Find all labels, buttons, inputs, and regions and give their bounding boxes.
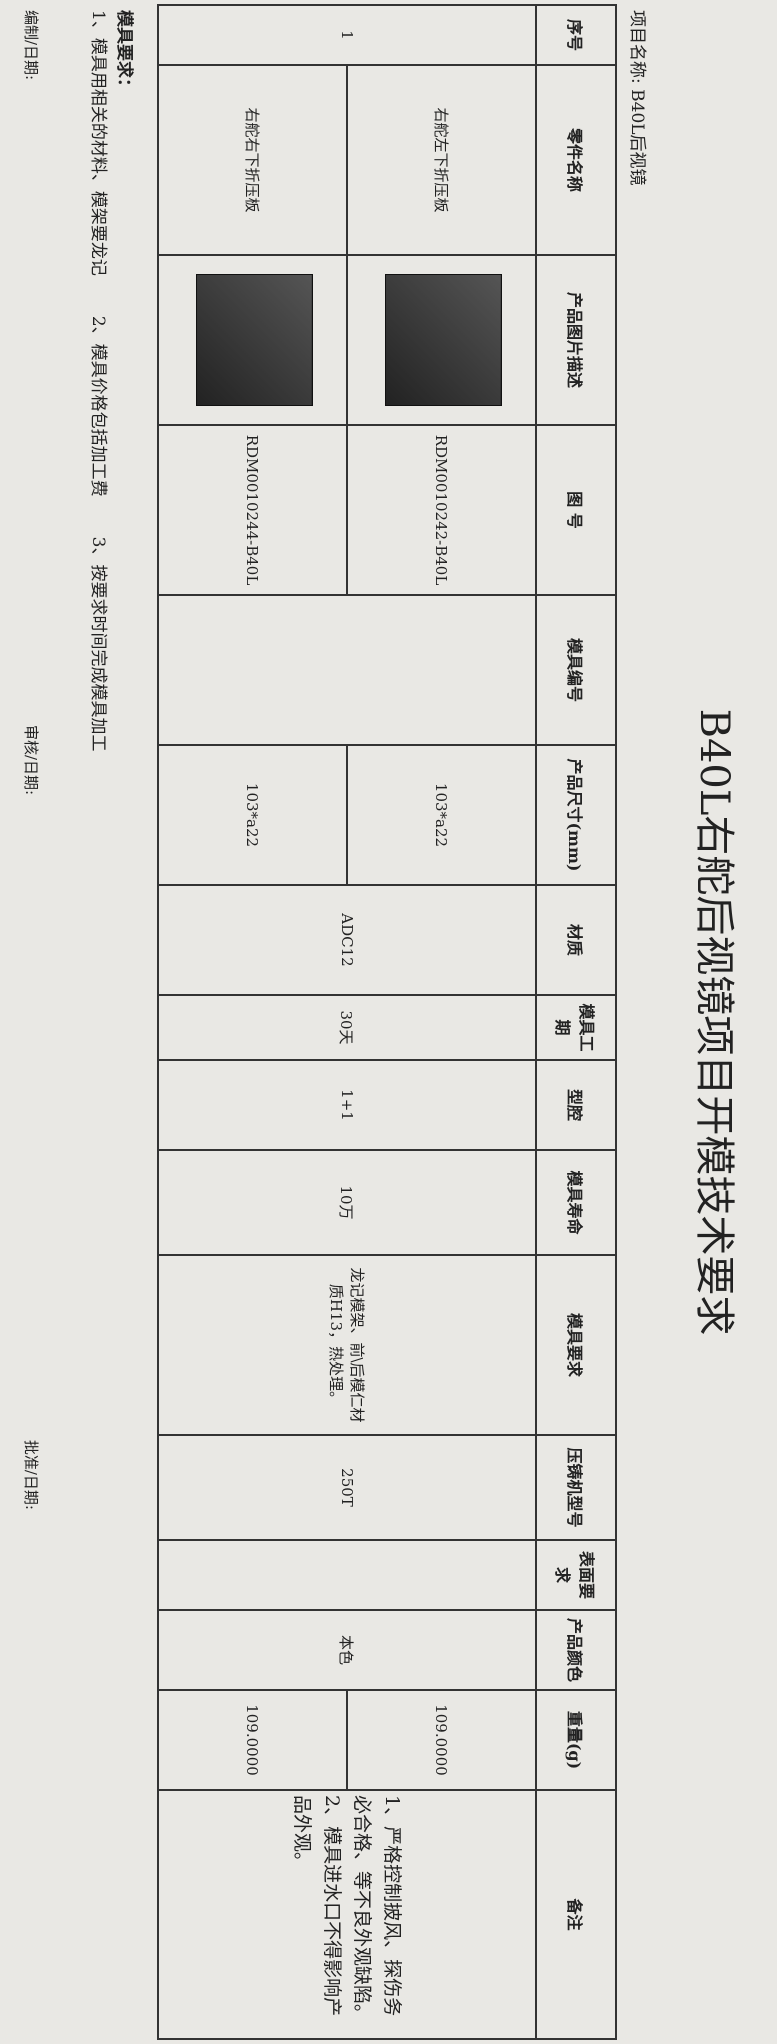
requirements-title: 模具要求： [114, 10, 134, 95]
remark: 2、模具进水口不得影响产品外观。 [291, 1795, 343, 2017]
header-cell: 模具寿命 [536, 1150, 616, 1255]
header-cell: 产品尺寸(mm) [536, 745, 616, 885]
title: B40L右舵后视镜项目开模技术要求 [691, 708, 737, 1336]
header-cell: 产品图片描述 [536, 255, 616, 425]
header-cell: 材质 [536, 885, 616, 995]
cell: 1+1 [158, 1060, 536, 1150]
requirements: 模具要求： 1、模具用相关的材料、模架要龙记 2、模具价格包括加工费 3、按要求时间… [85, 10, 137, 791]
cell: 109.0000 [347, 1690, 536, 1790]
cell: 本色 [158, 1610, 536, 1690]
cell: ADC12 [158, 885, 536, 995]
header-cell: 压铸机型号 [536, 1435, 616, 1540]
signature: 批准/日期: [22, 1439, 40, 1510]
spec-table: 序号 零件名称 产品图片描述图 号模具编号 产品尺寸(mm) 材质 模具工期 型腔 模具寿命模… [157, 4, 617, 2040]
cell: 30天 [158, 995, 536, 1060]
cell: 103*a22 [158, 745, 347, 885]
cell: 右舵左下折压板 [347, 65, 536, 255]
signatures: 编制/日期: 审核/日期: 批准/日期: [21, 10, 42, 1510]
header-cell: 型腔 [536, 1060, 616, 1150]
product-photo [196, 274, 313, 406]
cell [347, 255, 536, 425]
cell: RDM0010244-B40L [158, 425, 347, 595]
cell: 10万 [158, 1150, 536, 1255]
remark: 1、严格控制披风、探伤务必合格、等不良外观缺陷。 [351, 1795, 403, 2024]
signature: 审核/日期: [22, 724, 40, 796]
signature: 编制/日期: [22, 10, 40, 81]
header-cell: 图 号 [536, 425, 616, 595]
project-name: 项目名称: B40L后视镜 [627, 10, 647, 186]
header-cell: 产品颜色 [536, 1610, 616, 1690]
cell [158, 255, 347, 425]
header-cell: 序号 [536, 5, 616, 65]
cell: 1 [158, 5, 536, 65]
cell: 109.0000 [158, 1690, 347, 1790]
requirement-items: 1、模具用相关的材料、模架要龙记 2、模具价格包括加工费 3、按要求时间完成模具加工 [85, 10, 111, 791]
cell: 龙记模架、前\后模仁材质H13，热处理。 [158, 1255, 536, 1435]
header-row: 序号 零件名称 产品图片描述图 号模具编号 产品尺寸(mm) 材质 模具工期 型腔 模具寿命模… [536, 5, 616, 2039]
cell: 103*a22 [347, 745, 536, 885]
header-cell: 零件名称 [536, 65, 616, 255]
header-cell: 模具工期 [536, 995, 616, 1060]
header-cell: 备注 [536, 1790, 616, 2039]
requirement-item: 3、按要求时间完成模具加工 [88, 536, 108, 752]
cell: RDM0010242-B40L [347, 425, 536, 595]
requirement-item: 1、模具用相关的材料、模架要龙记 [88, 10, 108, 276]
cell [158, 595, 536, 745]
cell [158, 1540, 536, 1610]
requirement-item: 2、模具价格包括加工费 [88, 315, 108, 497]
header-cell: 重量(g) [536, 1690, 616, 1790]
header-cell: 模具要求 [536, 1255, 616, 1435]
cell: 250T [158, 1435, 536, 1540]
row: 1 右舵左下折压板 RDM0010242-B40L 103*a22 ADC12 … [158, 5, 536, 2039]
header-cell: 表面要求 [536, 1540, 616, 1610]
header-cell: 模具编号 [536, 595, 616, 745]
product-photo [385, 274, 502, 406]
cell: 右舵右下折压板 [158, 65, 347, 255]
cell: 1、严格控制披风、探伤务必合格、等不良外观缺陷。 2、模具进水口不得影响产品外观。 [158, 1790, 536, 2039]
